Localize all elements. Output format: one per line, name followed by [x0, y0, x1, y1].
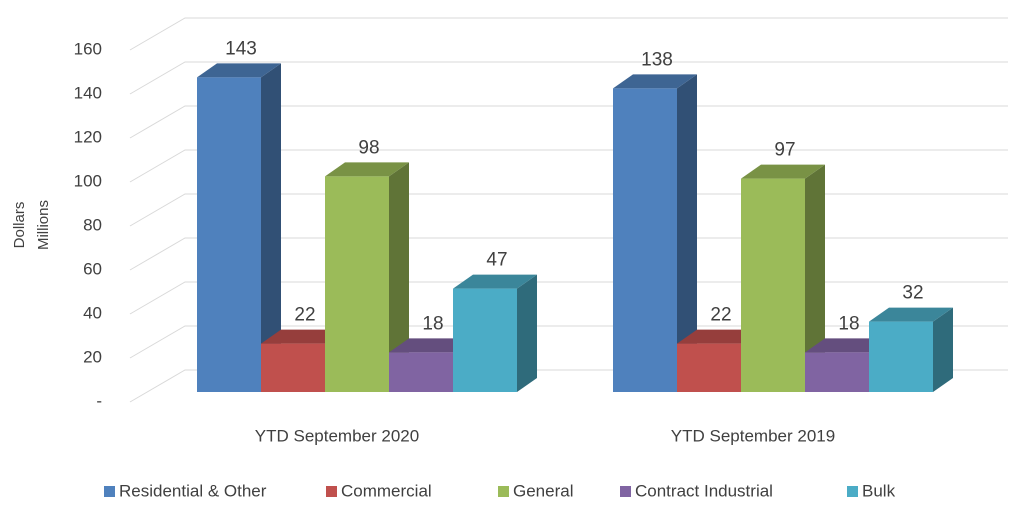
y-tick-label: 140	[74, 83, 102, 102]
bar-top	[805, 338, 889, 353]
data-label: 138	[641, 49, 673, 70]
bar-top	[453, 274, 537, 289]
grid-line	[129, 281, 1008, 315]
y-tick-label: -	[96, 391, 102, 410]
grid-line	[129, 193, 1008, 227]
bar	[741, 178, 805, 392]
bar-top	[613, 74, 697, 89]
bar-side	[933, 307, 953, 392]
grid-line	[129, 17, 1008, 51]
legend-label: Commercial	[341, 481, 432, 500]
bar-side	[805, 164, 825, 392]
bar	[613, 88, 677, 393]
bar-side	[389, 162, 409, 392]
grid-line	[129, 149, 1008, 183]
legend-label: General	[513, 481, 573, 500]
grid-line	[129, 237, 1008, 271]
bar-top	[741, 164, 825, 179]
data-label: 32	[902, 283, 923, 304]
grid-line	[129, 105, 1008, 139]
bar-top	[261, 329, 345, 344]
bar	[869, 321, 933, 392]
data-label: 22	[710, 305, 731, 326]
data-label: 18	[838, 313, 859, 334]
bar-top	[677, 329, 761, 344]
y-tick-label: 100	[74, 171, 102, 190]
bar	[805, 352, 869, 392]
data-label: 47	[486, 250, 507, 271]
y-axis-label: Millions	[35, 200, 52, 250]
legend-label: Bulk	[862, 481, 896, 500]
bar	[261, 343, 325, 392]
legend-label: Residential & Other	[119, 481, 267, 500]
bar-top	[389, 338, 473, 353]
bar	[197, 77, 261, 393]
data-label: 18	[422, 313, 443, 334]
bar-top	[197, 63, 281, 78]
data-label: 98	[358, 137, 379, 158]
data-label: 143	[225, 38, 257, 59]
legend-swatch	[498, 486, 509, 497]
y-tick-label: 160	[74, 39, 102, 58]
y-tick-label: 80	[83, 215, 102, 234]
legend-swatch	[326, 486, 337, 497]
bar-side	[261, 63, 281, 393]
y-tick-label: 40	[83, 303, 102, 322]
legend-swatch	[620, 486, 631, 497]
data-label: 97	[774, 140, 795, 161]
y-tick-label: 120	[74, 127, 102, 146]
y-axis-label: Dollars	[11, 202, 28, 249]
bar-top	[325, 162, 409, 177]
grid-line	[129, 325, 1008, 359]
legend-swatch	[847, 486, 858, 497]
data-label: 22	[294, 305, 315, 326]
bar-top	[869, 307, 953, 322]
x-tick-label: YTD September 2019	[671, 426, 835, 445]
legend-swatch	[104, 486, 115, 497]
bar-side	[517, 274, 537, 392]
y-tick-label: 20	[83, 347, 102, 366]
grid-line	[129, 61, 1008, 95]
bar	[453, 288, 517, 392]
x-tick-label: YTD September 2020	[255, 426, 419, 445]
y-tick-label: 60	[83, 259, 102, 278]
bar	[677, 343, 741, 392]
bar	[325, 176, 389, 392]
bar-side	[677, 74, 697, 393]
bar	[389, 352, 453, 392]
legend-label: Contract Industrial	[635, 481, 773, 500]
